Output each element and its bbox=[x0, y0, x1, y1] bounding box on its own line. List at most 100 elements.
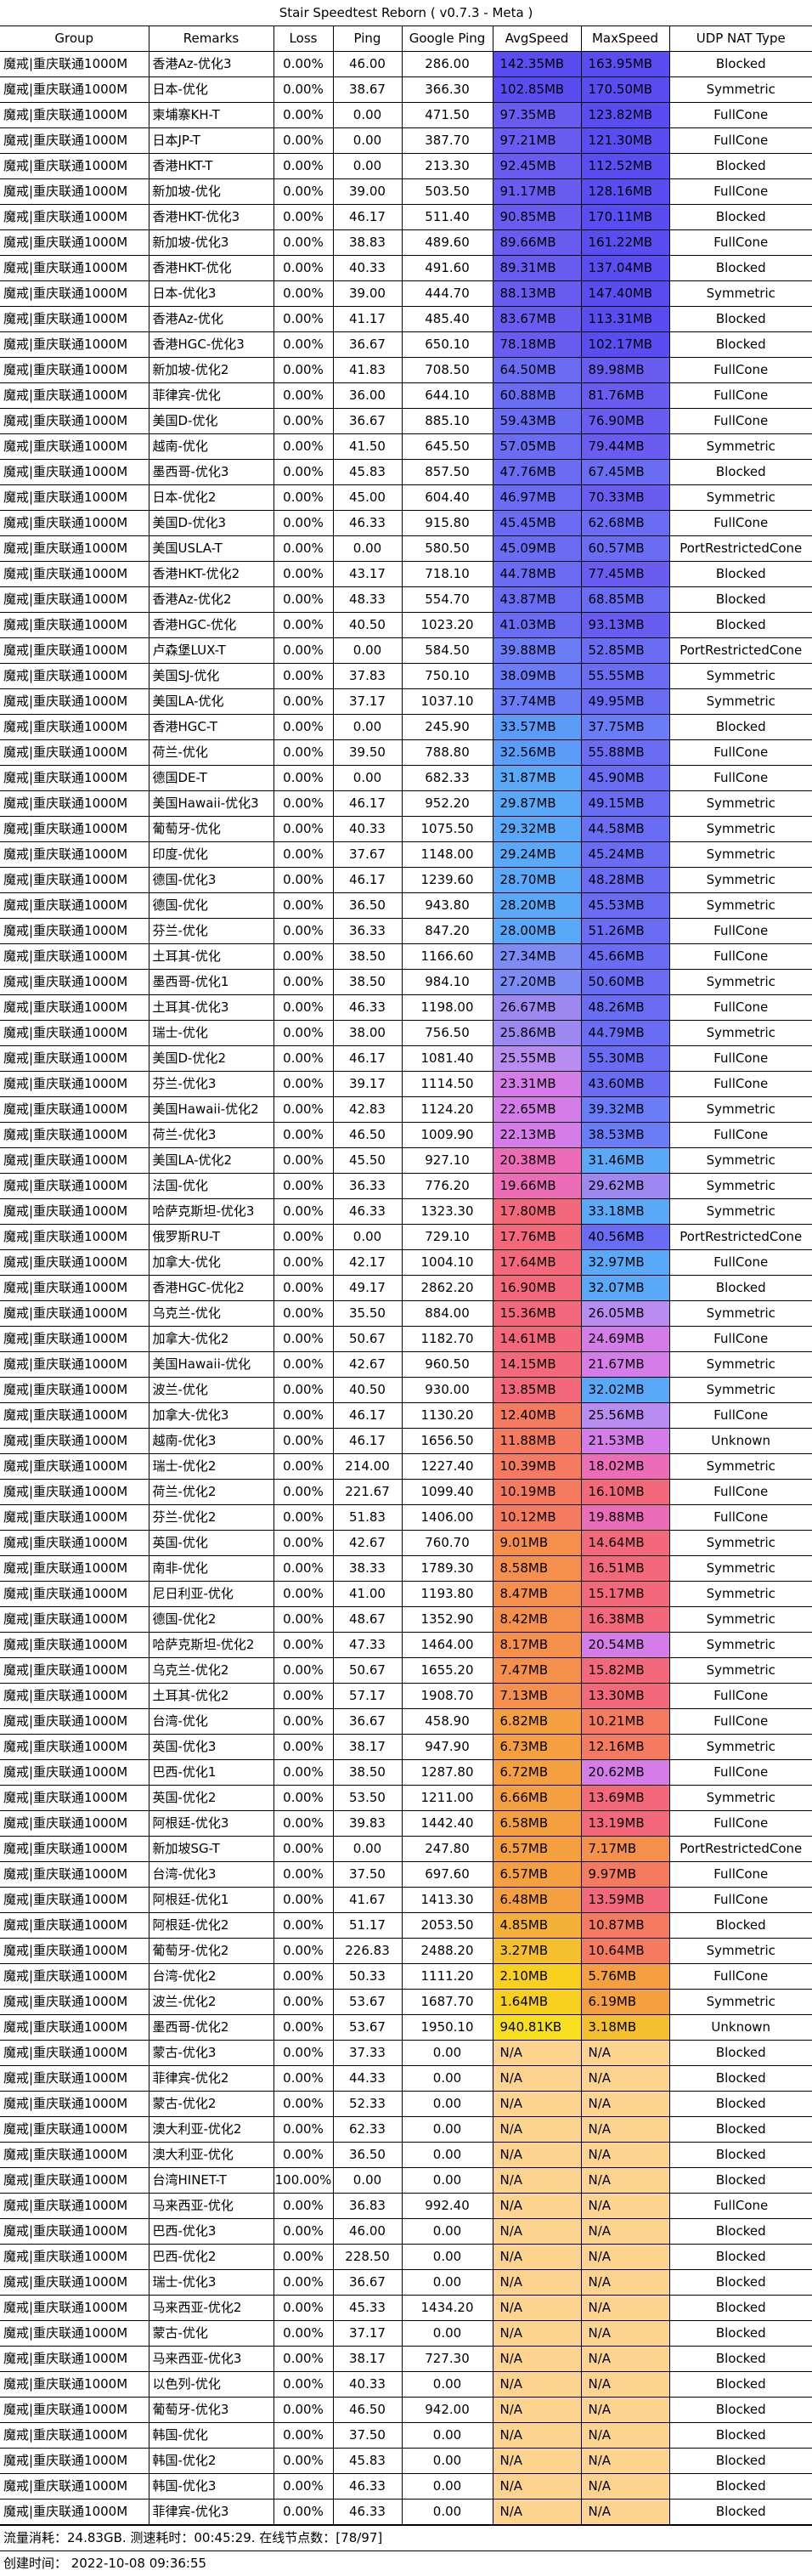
table-row[interactable]: 魔戒|重庆联通1000M 香港HKT-优化2 0.00% 43.17 718.10 44.… bbox=[0, 561, 812, 587]
table-row[interactable]: 魔戒|重庆联通1000M 菲律宾-优化 0.00% 36.00 644.10 60.88M… bbox=[0, 382, 812, 409]
table-row[interactable]: 魔戒|重庆联通1000M 德国-优化2 0.00% 48.67 1352.90 8.42M… bbox=[0, 1606, 812, 1633]
col-header-group[interactable]: Group bbox=[0, 26, 149, 52]
table-row[interactable]: 魔戒|重庆联通1000M 英国-优化2 0.00% 53.50 1211.00 6.66M… bbox=[0, 1785, 812, 1811]
table-row[interactable]: 魔戒|重庆联通1000M 土耳其-优化 0.00% 38.50 1166.60 27.34… bbox=[0, 943, 812, 970]
table-row[interactable]: 魔戒|重庆联通1000M 葡萄牙-优化2 0.00% 226.83 2488.20 3.2… bbox=[0, 1938, 812, 1964]
table-row[interactable]: 魔戒|重庆联通1000M 芬兰-优化 0.00% 36.33 847.20 28.00MB… bbox=[0, 918, 812, 944]
table-row[interactable]: 魔戒|重庆联通1000M 美国USLA-T 0.00% 0.00 580.50 45.09… bbox=[0, 535, 812, 562]
table-row[interactable]: 魔戒|重庆联通1000M 尼日利亚-优化 0.00% 41.00 1193.80 8.47… bbox=[0, 1581, 812, 1607]
table-row[interactable]: 魔戒|重庆联通1000M 澳大利亚-优化 0.00% 36.50 0.00 N/A N/A B… bbox=[0, 2142, 812, 2168]
col-header-remarks[interactable]: Remarks bbox=[148, 26, 274, 52]
table-row[interactable]: 魔戒|重庆联通1000M 香港Az-优化 0.00% 41.17 485.40 83.67… bbox=[0, 306, 812, 332]
table-row[interactable]: 魔戒|重庆联通1000M 香港HKT-优化3 0.00% 46.17 511.40 90.… bbox=[0, 204, 812, 230]
col-header-google-ping[interactable]: Google Ping bbox=[401, 26, 493, 52]
table-row[interactable]: 魔戒|重庆联通1000M 哈萨克斯坦-优化2 0.00% 47.33 1464.00 8.… bbox=[0, 1632, 812, 1658]
table-row[interactable]: 魔戒|重庆联通1000M 香港HKT-T 0.00% 0.00 213.30 92.45M… bbox=[0, 153, 812, 179]
table-row[interactable]: 魔戒|重庆联通1000M 乌克兰-优化2 0.00% 50.67 1655.20 7.47… bbox=[0, 1657, 812, 1684]
table-row[interactable]: 魔戒|重庆联通1000M 墨西哥-优化2 0.00% 53.67 1950.10 940.… bbox=[0, 2014, 812, 2041]
table-row[interactable]: 魔戒|重庆联通1000M 台湾-优化3 0.00% 37.50 697.60 6.57MB… bbox=[0, 1861, 812, 1888]
table-row[interactable]: 魔戒|重庆联通1000M 香港HGC-优化3 0.00% 36.67 650.10 78.… bbox=[0, 331, 812, 358]
table-row[interactable]: 魔戒|重庆联通1000M 香港Az-优化2 0.00% 48.33 554.70 43.8… bbox=[0, 586, 812, 613]
table-row[interactable]: 魔戒|重庆联通1000M 巴西-优化3 0.00% 46.00 0.00 N/A N/A Bl… bbox=[0, 2218, 812, 2245]
col-header-max-speed[interactable]: MaxSpeed bbox=[580, 26, 670, 52]
col-header-ping[interactable]: Ping bbox=[332, 26, 403, 52]
col-header-avg-speed[interactable]: AvgSpeed bbox=[492, 26, 582, 52]
table-row[interactable]: 魔戒|重庆联通1000M 韩国-优化 0.00% 37.50 0.00 N/A N/A Blo… bbox=[0, 2422, 812, 2449]
table-row[interactable]: 魔戒|重庆联通1000M 美国Hawaii-优化3 0.00% 46.17 952.20… bbox=[0, 790, 812, 817]
table-row[interactable]: 魔戒|重庆联通1000M 越南-优化3 0.00% 46.17 1656.50 11.88… bbox=[0, 1428, 812, 1454]
table-row[interactable]: 魔戒|重庆联通1000M 新加坡SG-T 0.00% 0.00 247.80 6.57MB… bbox=[0, 1836, 812, 1862]
table-row[interactable]: 魔戒|重庆联通1000M 墨西哥-优化3 0.00% 45.83 857.50 47.76… bbox=[0, 459, 812, 485]
table-row[interactable]: 魔戒|重庆联通1000M 阿根廷-优化3 0.00% 39.83 1442.40 6.58… bbox=[0, 1810, 812, 1837]
table-row[interactable]: 魔戒|重庆联通1000M 法国-优化 0.00% 36.33 776.20 19.66MB… bbox=[0, 1173, 812, 1199]
table-row[interactable]: 魔戒|重庆联通1000M 阿根廷-优化1 0.00% 41.67 1413.30 6.48… bbox=[0, 1887, 812, 1913]
table-row[interactable]: 魔戒|重庆联通1000M 美国LA-优化2 0.00% 45.50 927.10 20.3… bbox=[0, 1147, 812, 1174]
table-row[interactable]: 魔戒|重庆联通1000M 韩国-优化3 0.00% 46.33 0.00 N/A N/A Bl… bbox=[0, 2473, 812, 2500]
table-row[interactable]: 魔戒|重庆联通1000M 以色列-优化 0.00% 40.33 0.00 N/A N/A Bl… bbox=[0, 2371, 812, 2398]
table-row[interactable]: 魔戒|重庆联通1000M 英国-优化 0.00% 42.67 760.70 9.01MB 1… bbox=[0, 1530, 812, 1556]
table-row[interactable]: 魔戒|重庆联通1000M 台湾-优化 0.00% 36.67 458.90 6.82MB 1… bbox=[0, 1708, 812, 1735]
table-row[interactable]: 魔戒|重庆联通1000M 香港HKT-优化 0.00% 40.33 491.60 89.3… bbox=[0, 255, 812, 281]
table-row[interactable]: 魔戒|重庆联通1000M 新加坡-优化3 0.00% 38.83 489.60 89.66… bbox=[0, 229, 812, 256]
table-row[interactable]: 魔戒|重庆联通1000M 加拿大-优化3 0.00% 46.17 1130.20 12.4… bbox=[0, 1402, 812, 1429]
table-row[interactable]: 魔戒|重庆联通1000M 阿根廷-优化2 0.00% 51.17 2053.50 4.85… bbox=[0, 1912, 812, 1939]
table-row[interactable]: 魔戒|重庆联通1000M 德国-优化3 0.00% 46.17 1239.60 28.70… bbox=[0, 867, 812, 893]
col-header-loss[interactable]: Loss bbox=[273, 26, 334, 52]
table-row[interactable]: 魔戒|重庆联通1000M 菲律宾-优化3 0.00% 46.33 0.00 N/A N/A B… bbox=[0, 2499, 812, 2525]
table-row[interactable]: 魔戒|重庆联通1000M 新加坡-优化 0.00% 39.00 503.50 91.17M… bbox=[0, 178, 812, 205]
table-row[interactable]: 魔戒|重庆联通1000M 加拿大-优化2 0.00% 50.67 1182.70 14.6… bbox=[0, 1326, 812, 1352]
table-row[interactable]: 魔戒|重庆联通1000M 台湾-优化2 0.00% 50.33 1111.20 2.10M… bbox=[0, 1963, 812, 1990]
table-row[interactable]: 魔戒|重庆联通1000M 香港Az-优化3 0.00% 46.00 286.00 142.… bbox=[0, 51, 812, 77]
table-row[interactable]: 魔戒|重庆联通1000M 日本-优化 0.00% 38.67 366.30 102.85M… bbox=[0, 76, 812, 103]
table-row[interactable]: 魔戒|重庆联通1000M 巴西-优化1 0.00% 38.50 1287.80 6.72M… bbox=[0, 1759, 812, 1786]
table-row[interactable]: 魔戒|重庆联通1000M 瑞士-优化 0.00% 38.00 756.50 25.86MB… bbox=[0, 1020, 812, 1046]
table-row[interactable]: 魔戒|重庆联通1000M 马来西亚-优化3 0.00% 38.17 727.30 N/A N… bbox=[0, 2346, 812, 2372]
table-row[interactable]: 魔戒|重庆联通1000M 荷兰-优化2 0.00% 221.67 1099.40 10.1… bbox=[0, 1479, 812, 1505]
table-row[interactable]: 魔戒|重庆联通1000M 香港HGC-T 0.00% 0.00 245.90 33.57M… bbox=[0, 714, 812, 740]
table-row[interactable]: 魔戒|重庆联通1000M 香港HGC-优化2 0.00% 49.17 2862.20 16… bbox=[0, 1275, 812, 1301]
table-row[interactable]: 魔戒|重庆联通1000M 澳大利亚-优化2 0.00% 62.33 0.00 N/A N/A… bbox=[0, 2116, 812, 2143]
table-row[interactable]: 魔戒|重庆联通1000M 土耳其-优化3 0.00% 46.33 1198.00 26.6… bbox=[0, 994, 812, 1021]
table-row[interactable]: 魔戒|重庆联通1000M 瑞士-优化2 0.00% 214.00 1227.40 10.3… bbox=[0, 1453, 812, 1480]
table-row[interactable]: 魔戒|重庆联通1000M 波兰-优化 0.00% 40.50 930.00 13.85MB… bbox=[0, 1377, 812, 1403]
table-row[interactable]: 魔戒|重庆联通1000M 蒙古-优化 0.00% 37.17 0.00 N/A N/A Blo… bbox=[0, 2320, 812, 2347]
table-row[interactable]: 魔戒|重庆联通1000M 美国Hawaii-优化2 0.00% 42.83 1124.2… bbox=[0, 1096, 812, 1123]
table-row[interactable]: 魔戒|重庆联通1000M 美国D-优化 0.00% 36.67 885.10 59.43M… bbox=[0, 408, 812, 434]
table-row[interactable]: 魔戒|重庆联通1000M 波兰-优化2 0.00% 53.67 1687.70 1.64M… bbox=[0, 1989, 812, 2015]
table-row[interactable]: 魔戒|重庆联通1000M 越南-优化 0.00% 41.50 645.50 57.05MB… bbox=[0, 433, 812, 460]
table-row[interactable]: 魔戒|重庆联通1000M 韩国-优化2 0.00% 45.83 0.00 N/A N/A Bl… bbox=[0, 2448, 812, 2474]
table-row[interactable]: 魔戒|重庆联通1000M 美国D-优化3 0.00% 46.33 915.80 45.45… bbox=[0, 510, 812, 536]
table-row[interactable]: 魔戒|重庆联通1000M 日本JP-T 0.00% 0.00 387.70 97.21MB… bbox=[0, 127, 812, 154]
table-row[interactable]: 魔戒|重庆联通1000M 德国DE-T 0.00% 0.00 682.33 31.87MB… bbox=[0, 765, 812, 791]
table-row[interactable]: 魔戒|重庆联通1000M 芬兰-优化2 0.00% 51.83 1406.00 10.12… bbox=[0, 1504, 812, 1531]
table-row[interactable]: 魔戒|重庆联通1000M 荷兰-优化 0.00% 39.50 788.80 32.56MB… bbox=[0, 739, 812, 766]
table-row[interactable]: 魔戒|重庆联通1000M 蒙古-优化2 0.00% 52.33 0.00 N/A N/A Bl… bbox=[0, 2091, 812, 2117]
table-row[interactable]: 魔戒|重庆联通1000M 香港HGC-优化 0.00% 40.50 1023.20 41.… bbox=[0, 612, 812, 638]
table-row[interactable]: 魔戒|重庆联通1000M 巴西-优化2 0.00% 228.50 0.00 N/A N/A B… bbox=[0, 2244, 812, 2270]
table-row[interactable]: 魔戒|重庆联通1000M 美国Hawaii-优化 0.00% 42.67 960.50 1… bbox=[0, 1351, 812, 1378]
table-row[interactable]: 魔戒|重庆联通1000M 英国-优化3 0.00% 38.17 947.90 6.73MB… bbox=[0, 1734, 812, 1760]
table-row[interactable]: 魔戒|重庆联通1000M 土耳其-优化2 0.00% 57.17 1908.70 7.13… bbox=[0, 1683, 812, 1709]
table-row[interactable]: 魔戒|重庆联通1000M 俄罗斯RU-T 0.00% 0.00 729.10 17.76M… bbox=[0, 1224, 812, 1250]
table-row[interactable]: 魔戒|重庆联通1000M 美国D-优化2 0.00% 46.17 1081.40 25.5… bbox=[0, 1045, 812, 1072]
table-row[interactable]: 魔戒|重庆联通1000M 柬埔寨KH-T 0.00% 0.00 471.50 97.35M… bbox=[0, 102, 812, 128]
table-row[interactable]: 魔戒|重庆联通1000M 南非-优化 0.00% 38.33 1789.30 8.58MB… bbox=[0, 1555, 812, 1582]
table-row[interactable]: 魔戒|重庆联通1000M 乌克兰-优化 0.00% 35.50 884.00 15.36M… bbox=[0, 1300, 812, 1327]
table-row[interactable]: 魔戒|重庆联通1000M 美国LA-优化 0.00% 37.17 1037.10 37.7… bbox=[0, 688, 812, 715]
table-row[interactable]: 魔戒|重庆联通1000M 日本-优化3 0.00% 39.00 444.70 88.13M… bbox=[0, 280, 812, 307]
table-row[interactable]: 魔戒|重庆联通1000M 台湾HINET-T 100.00% 0.00 0.00 N/A N… bbox=[0, 2167, 812, 2194]
table-row[interactable]: 魔戒|重庆联通1000M 马来西亚-优化2 0.00% 45.33 1434.20 N/A… bbox=[0, 2295, 812, 2321]
table-row[interactable]: 魔戒|重庆联通1000M 芬兰-优化3 0.00% 39.17 1114.50 23.31… bbox=[0, 1071, 812, 1097]
table-row[interactable]: 魔戒|重庆联通1000M 瑞士-优化3 0.00% 36.67 0.00 N/A N/A Bl… bbox=[0, 2269, 812, 2296]
table-row[interactable]: 魔戒|重庆联通1000M 日本-优化2 0.00% 45.00 604.40 46.97M… bbox=[0, 484, 812, 511]
table-row[interactable]: 魔戒|重庆联通1000M 美国SJ-优化 0.00% 37.83 750.10 38.09… bbox=[0, 663, 812, 689]
table-row[interactable]: 魔戒|重庆联通1000M 荷兰-优化3 0.00% 46.50 1009.90 22.13… bbox=[0, 1122, 812, 1148]
table-row[interactable]: 魔戒|重庆联通1000M 墨西哥-优化1 0.00% 38.50 984.10 27.20… bbox=[0, 969, 812, 995]
table-row[interactable]: 魔戒|重庆联通1000M 蒙古-优化3 0.00% 37.33 0.00 N/A N/A Bl… bbox=[0, 2040, 812, 2066]
table-row[interactable]: 魔戒|重庆联通1000M 哈萨克斯坦-优化3 0.00% 46.33 1323.30 17… bbox=[0, 1198, 812, 1225]
table-row[interactable]: 魔戒|重庆联通1000M 菲律宾-优化2 0.00% 44.33 0.00 N/A N/A B… bbox=[0, 2065, 812, 2092]
table-row[interactable]: 魔戒|重庆联通1000M 加拿大-优化 0.00% 42.17 1004.10 17.64… bbox=[0, 1249, 812, 1276]
table-row[interactable]: 魔戒|重庆联通1000M 葡萄牙-优化 0.00% 40.33 1075.50 29.32… bbox=[0, 816, 812, 842]
table-row[interactable]: 魔戒|重庆联通1000M 印度-优化 0.00% 37.67 1148.00 29.24M… bbox=[0, 841, 812, 868]
table-row[interactable]: 魔戒|重庆联通1000M 马来西亚-优化 0.00% 36.83 992.40 N/A N/… bbox=[0, 2193, 812, 2219]
